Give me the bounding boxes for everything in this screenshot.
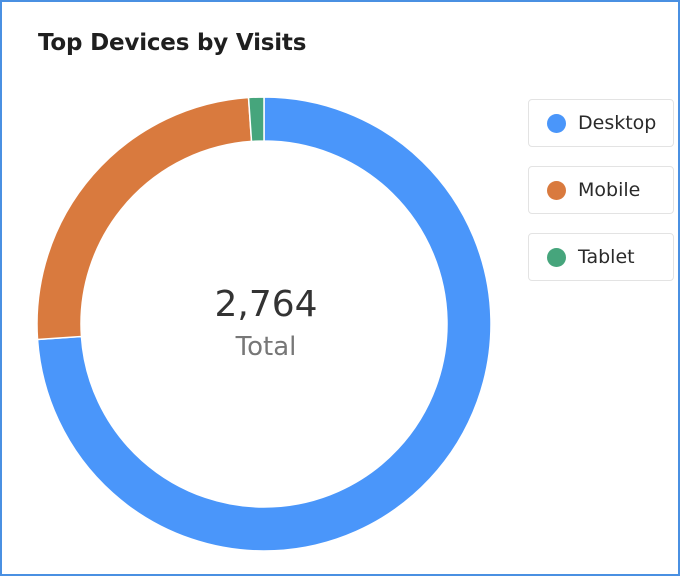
total-value: 2,764 [214,284,318,325]
legend-label-tablet: Tablet [578,246,635,268]
legend-item-tablet[interactable]: Tablet [528,233,674,281]
legend-item-desktop[interactable]: Desktop [528,99,674,147]
legend-swatch-tablet [547,247,566,267]
legend-label-mobile: Mobile [578,179,641,201]
chart-legend: Desktop Mobile Tablet [528,99,674,300]
chart-title: Top Devices by Visits [38,30,307,56]
legend-item-mobile[interactable]: Mobile [528,166,674,214]
legend-swatch-mobile [547,180,566,200]
legend-swatch-desktop [547,113,566,133]
total-label: Total [235,332,297,362]
legend-label-desktop: Desktop [578,112,657,134]
donut-slice-tablet[interactable] [247,96,265,143]
donut-slice-desktop[interactable] [36,96,492,552]
